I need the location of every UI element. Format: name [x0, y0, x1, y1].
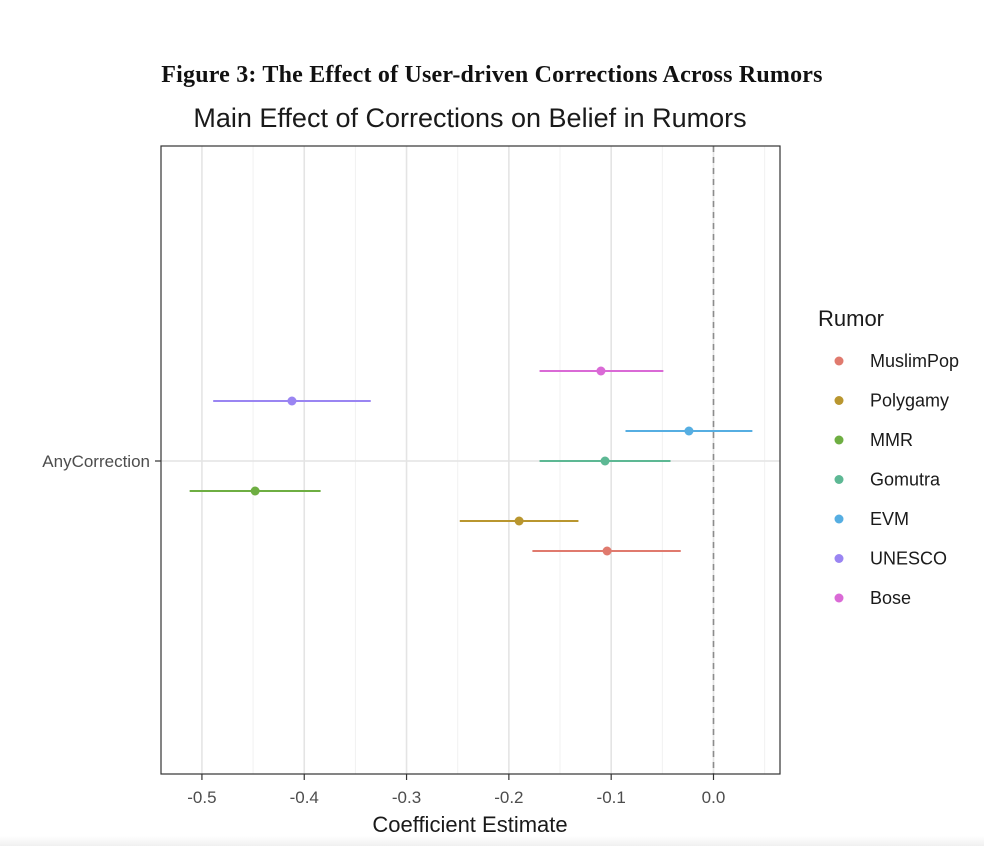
- legend-title: Rumor: [818, 306, 884, 331]
- legend-key-unesco: [834, 554, 844, 563]
- x-tick-label: -0.2: [494, 788, 523, 807]
- x-tick-label: -0.5: [187, 788, 216, 807]
- legend-key-gomutra: [834, 475, 844, 484]
- plot-border: [160, 145, 781, 775]
- x-tick-label: -0.3: [392, 788, 421, 807]
- legend-key-bose: [834, 593, 844, 603]
- page-shadow: [0, 836, 984, 846]
- legend-key-mmr: [834, 435, 844, 445]
- point-unesco: [287, 396, 297, 406]
- plot-background: [161, 146, 780, 774]
- x-tick-label: -0.4: [290, 788, 319, 807]
- legend-label-mmr: MMR: [870, 430, 913, 450]
- legend-label-unesco: UNESCO: [870, 549, 947, 569]
- legend-key-muslimpop: [834, 356, 844, 366]
- x-tick-label: -0.1: [597, 788, 626, 807]
- point-bose: [596, 366, 606, 376]
- point-muslimpop: [602, 546, 612, 556]
- point-gomutra: [600, 456, 610, 466]
- point-evm: [684, 426, 694, 436]
- figure-caption: Figure 3: The Effect of User-driven Corr…: [161, 62, 823, 88]
- legend-label-muslimpop: MuslimPop: [870, 351, 959, 371]
- legend-label-bose: Bose: [870, 588, 911, 608]
- legend-key-evm: [834, 514, 844, 524]
- x-tick-label: 0.0: [702, 788, 726, 807]
- legend-label-evm: EVM: [870, 509, 909, 529]
- chart-title: Main Effect of Corrections on Belief in …: [193, 103, 746, 133]
- legend-label-polygamy: Polygamy: [870, 391, 949, 411]
- y-tick-label: AnyCorrection: [42, 452, 150, 471]
- legend-label-gomutra: Gomutra: [870, 470, 941, 490]
- point-mmr: [250, 486, 260, 496]
- legend-key-polygamy: [834, 396, 844, 405]
- x-axis-label: Coefficient Estimate: [372, 812, 567, 837]
- point-polygamy: [514, 516, 524, 526]
